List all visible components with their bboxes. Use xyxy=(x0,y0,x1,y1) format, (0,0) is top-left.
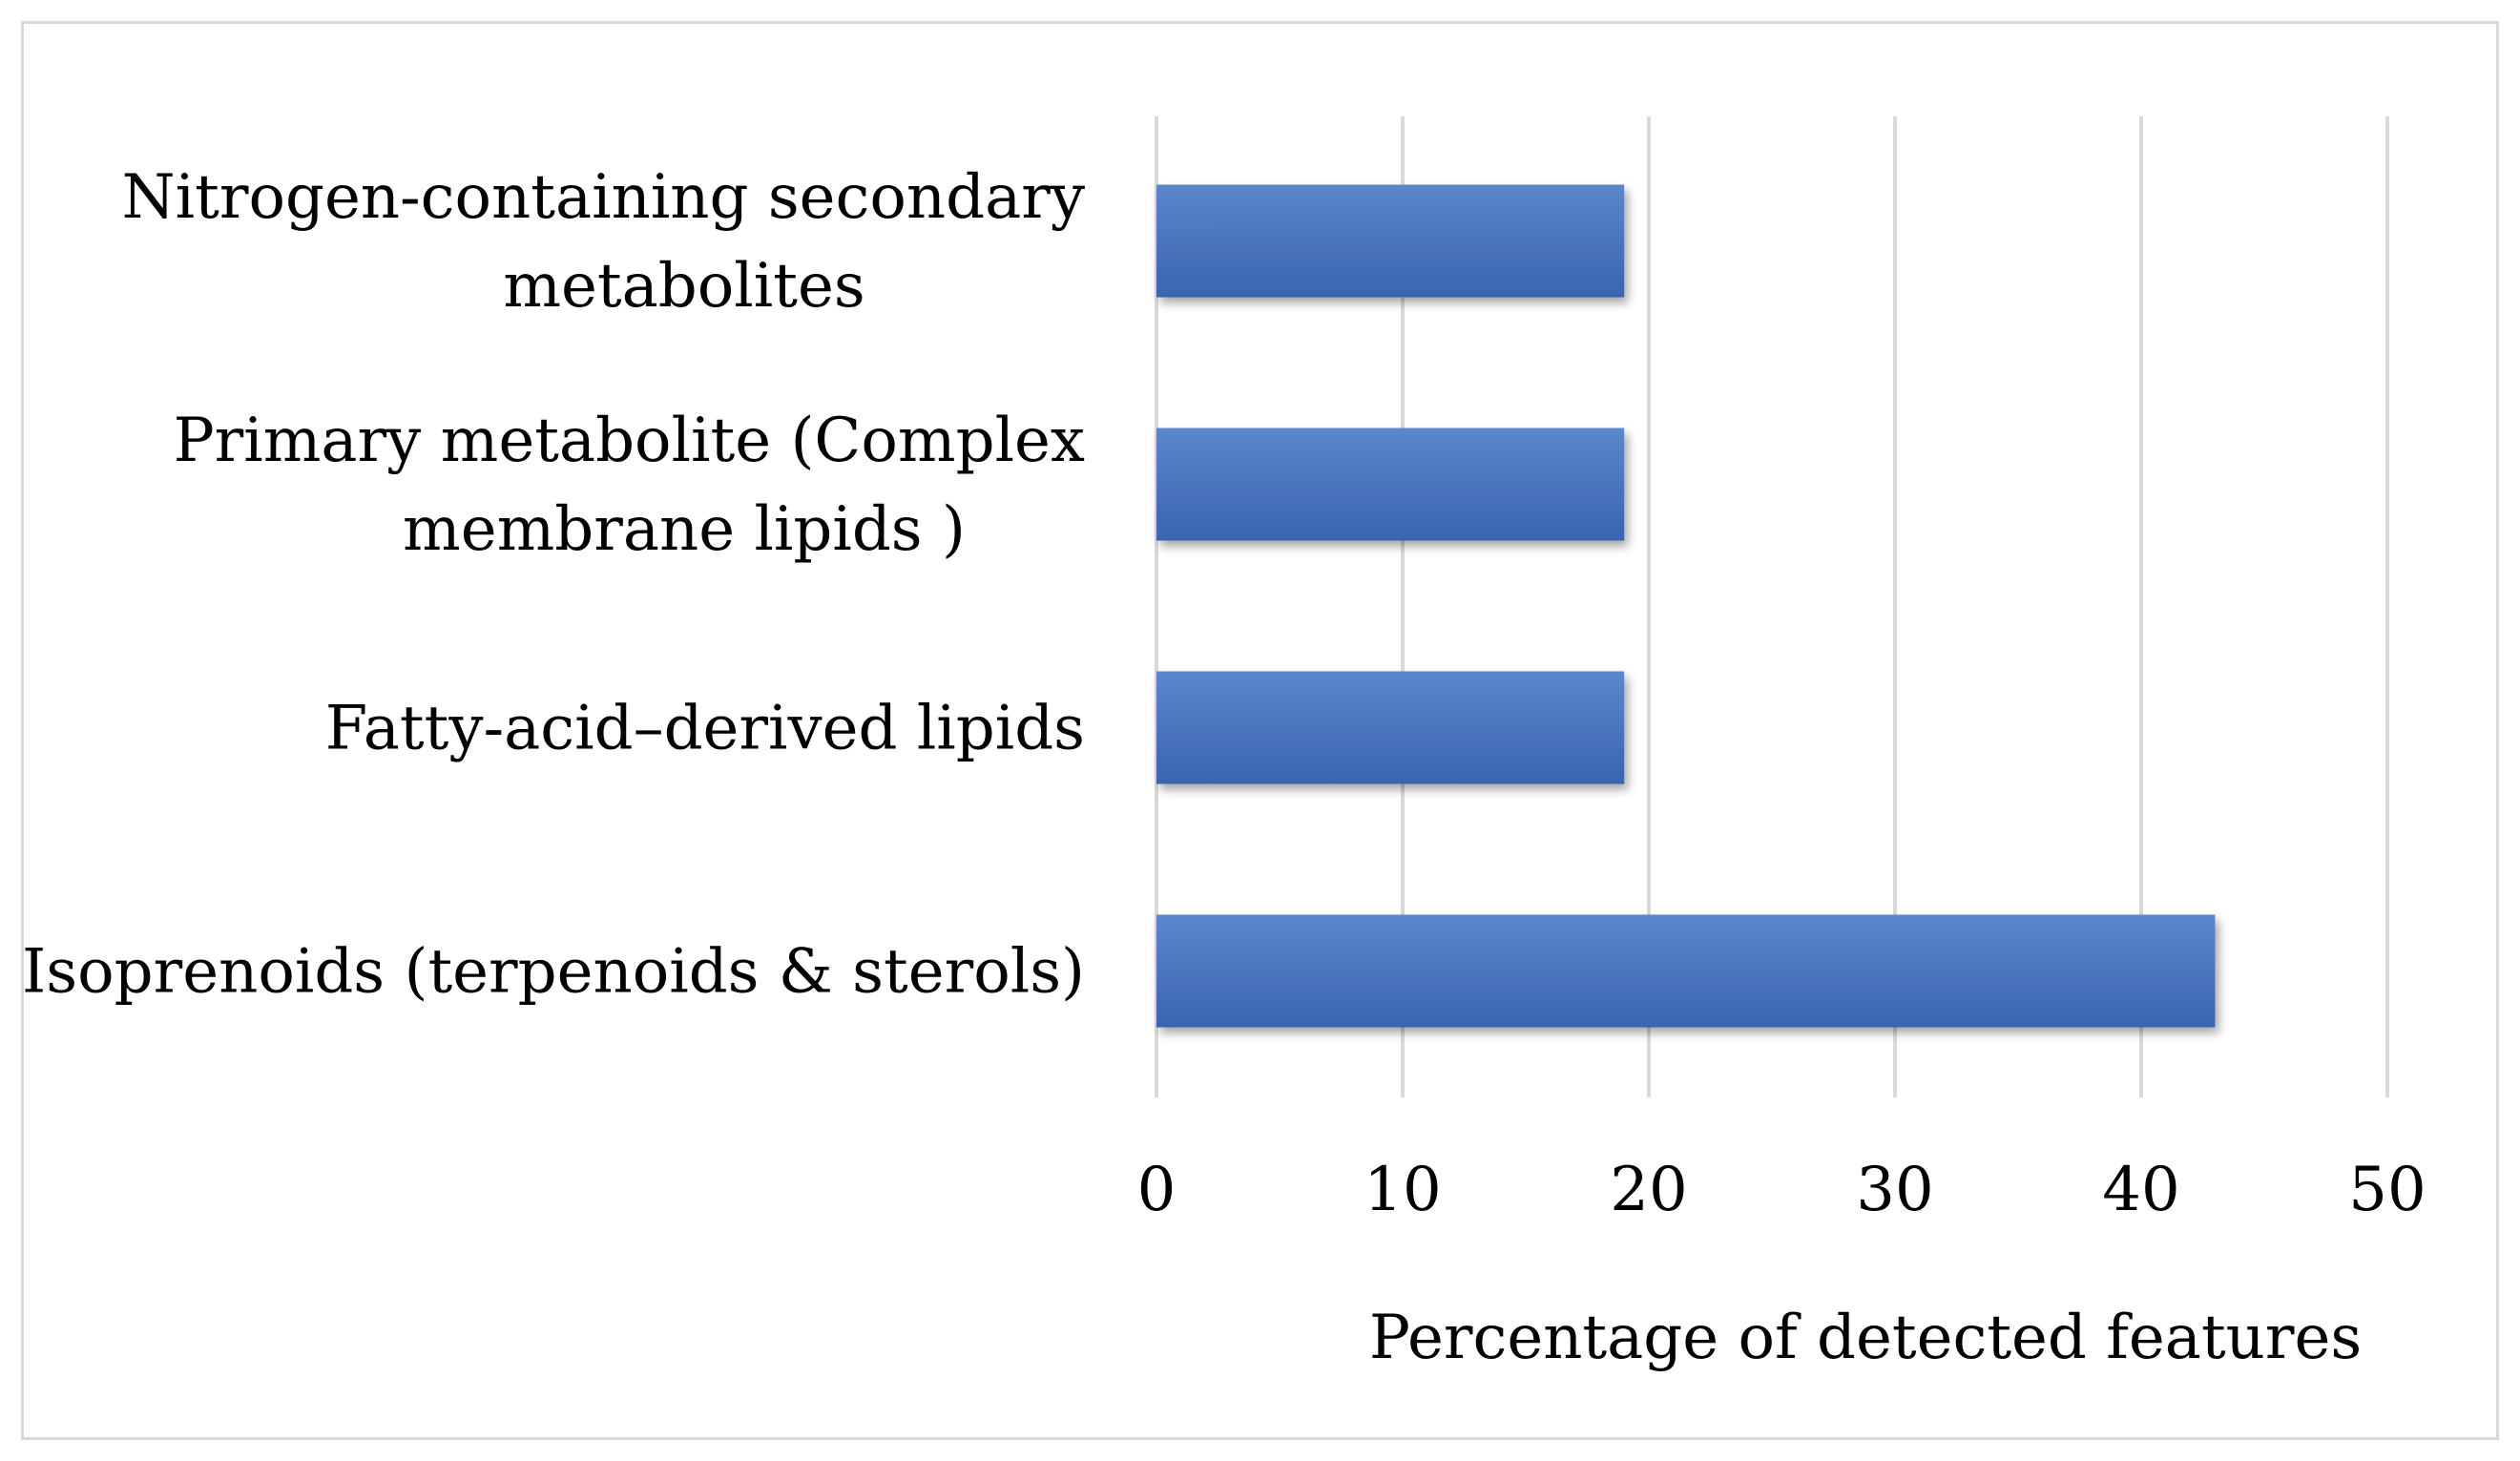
category-label-1: Primary metabolite (Complex membrane lipi… xyxy=(174,406,1085,565)
category-label-0: Nitrogen-containing secondary metabolites xyxy=(122,162,1085,322)
x-tick-label-40: 40 xyxy=(2102,1155,2179,1225)
category-label-1-line-0: Primary metabolite (Complex xyxy=(174,406,1085,476)
category-label-0-line-0: Nitrogen-containing secondary xyxy=(122,162,1085,233)
category-label-3: Isoprenoids (terpenoids & sterols) xyxy=(22,937,1085,1008)
x-tick-label-0: 0 xyxy=(1137,1155,1177,1225)
x-axis-title: Percentage of detected features xyxy=(1369,1303,2362,1373)
x-tick-label-50: 50 xyxy=(2348,1155,2426,1225)
x-tick-label-20: 20 xyxy=(1610,1155,1687,1225)
category-label-2: Fatty-acid–derived lipids xyxy=(325,694,1085,764)
x-tick-label-10: 10 xyxy=(1364,1155,1441,1225)
bar-2 xyxy=(1156,671,1625,784)
category-labels: Nitrogen-containing secondary metabolites… xyxy=(22,162,1085,1008)
category-label-2-line-0: Fatty-acid–derived lipids xyxy=(325,694,1085,764)
bar-3 xyxy=(1156,914,2216,1028)
x-tick-labels: 0 10 20 30 40 50 xyxy=(1137,1155,2426,1225)
bars xyxy=(1156,184,2216,1028)
category-label-0-line-1: metabolites xyxy=(503,251,864,322)
x-tick-label-30: 30 xyxy=(1856,1155,1933,1225)
bar-0 xyxy=(1156,184,1625,298)
bar-1 xyxy=(1156,428,1625,541)
category-label-3-line-0: Isoprenoids (terpenoids & sterols) xyxy=(22,937,1085,1008)
category-label-1-line-1: membrane lipids ) xyxy=(403,494,966,565)
